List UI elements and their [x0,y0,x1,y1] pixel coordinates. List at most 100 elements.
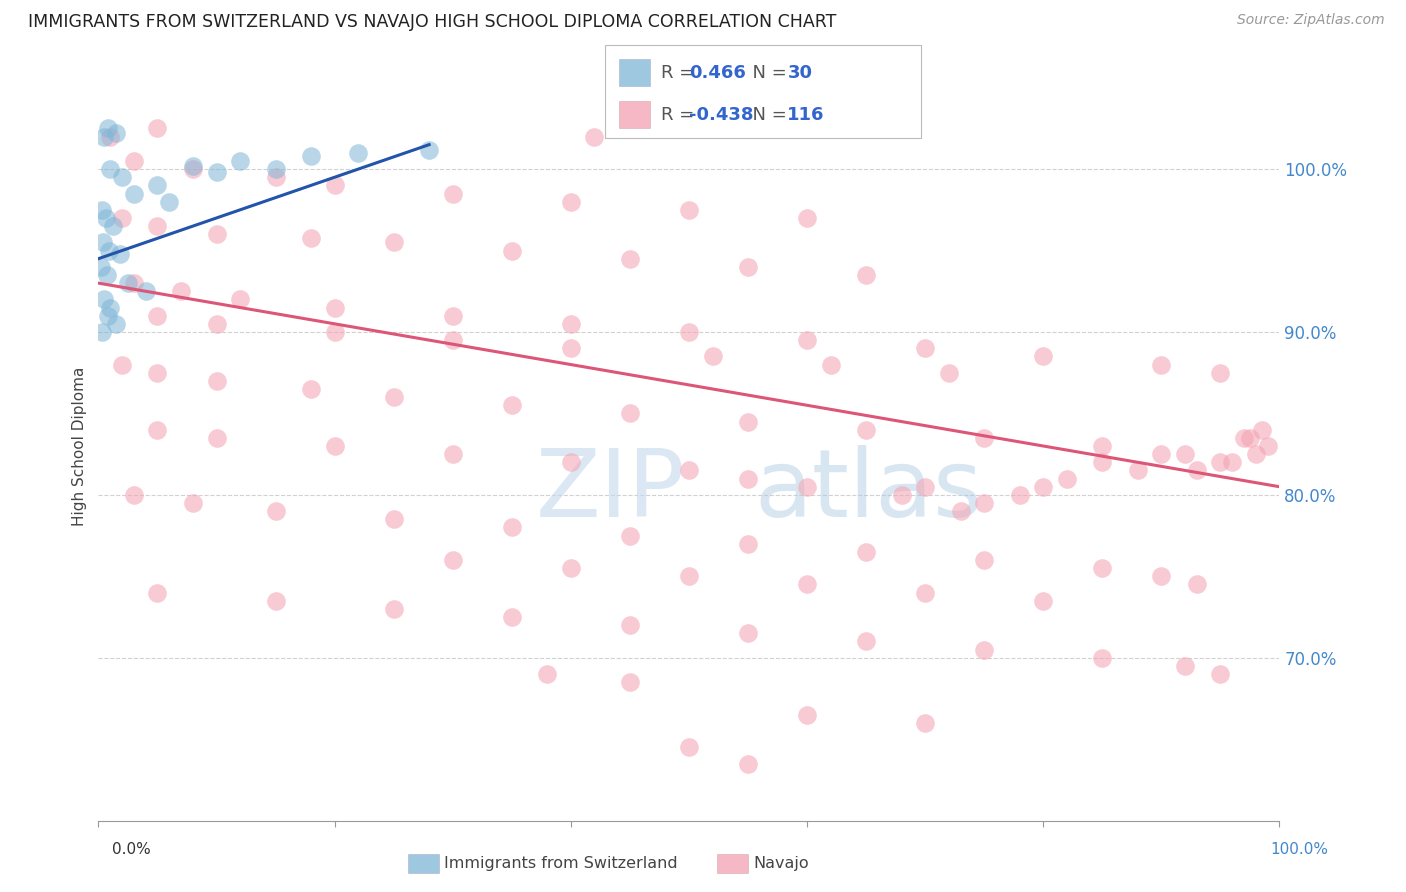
Point [560,561,582,575]
Point [181,496,204,510]
Point [93,293,115,307]
Point [441,447,464,461]
Point [93,129,115,144]
Point [205,317,228,331]
Text: -0.438: -0.438 [689,106,754,124]
Point [560,341,582,355]
Point [678,569,700,583]
Point [619,528,641,542]
Point [98,301,121,315]
Point [122,186,145,201]
Point [890,488,912,502]
Point [205,165,228,179]
Point [122,153,145,168]
Text: N =: N = [741,106,793,124]
Point [122,276,145,290]
Point [170,285,193,299]
Point [501,244,523,258]
Point [583,129,606,144]
Point [111,211,134,225]
Text: 30: 30 [787,63,813,82]
Point [323,439,346,453]
Point [1174,447,1197,461]
Point [96,268,118,282]
Point [1233,431,1256,445]
Point [938,366,960,380]
Point [135,285,157,299]
Point [501,610,523,624]
Point [98,162,121,177]
Point [146,121,169,136]
Point [146,219,169,233]
Point [108,247,131,261]
Point [441,553,464,567]
Point [855,268,877,282]
Point [855,545,877,559]
Point [111,170,134,185]
Point [146,423,169,437]
Point [914,480,936,494]
Point [619,406,641,420]
Point [973,496,995,510]
Point [105,126,128,140]
Text: 116: 116 [787,106,825,124]
Point [98,244,121,258]
Point [737,415,759,429]
Point [1250,423,1272,437]
Point [181,162,204,177]
Point [1209,667,1232,681]
Point [146,585,169,599]
Point [949,504,972,518]
Point [1091,455,1114,469]
Point [1091,561,1114,575]
Text: ZIP: ZIP [536,445,685,537]
Point [1185,577,1208,591]
Point [501,520,523,534]
Point [157,194,180,209]
Point [1056,472,1078,486]
Point [264,504,287,518]
Point [90,260,112,274]
Point [1091,439,1114,453]
Point [117,276,139,290]
Point [382,235,405,250]
Point [347,145,370,160]
Point [1209,455,1232,469]
Text: 0.0%: 0.0% [112,842,152,856]
Point [299,230,322,244]
Point [855,423,877,437]
Text: atlas: atlas [754,445,983,537]
Y-axis label: High School Diploma: High School Diploma [72,367,87,525]
Point [299,149,322,163]
Point [973,553,995,567]
Point [323,178,346,193]
Point [264,170,287,185]
Point [560,455,582,469]
Point [418,143,440,157]
Point [94,211,117,225]
Point [678,325,700,339]
Point [1150,358,1173,372]
Point [323,301,346,315]
Point [441,333,464,347]
Point [678,463,700,477]
Point [560,317,582,331]
Point [97,121,120,136]
Point [702,350,724,364]
Point [619,618,641,632]
Point [382,602,405,616]
Point [619,675,641,690]
Point [1032,480,1054,494]
Point [97,309,120,323]
Point [1185,463,1208,477]
Point [98,129,121,144]
Point [146,366,169,380]
Point [205,431,228,445]
Point [122,488,145,502]
Point [382,512,405,526]
Point [678,202,700,217]
Point [111,358,134,372]
Point [91,202,114,217]
Point [737,260,759,274]
Point [91,325,114,339]
